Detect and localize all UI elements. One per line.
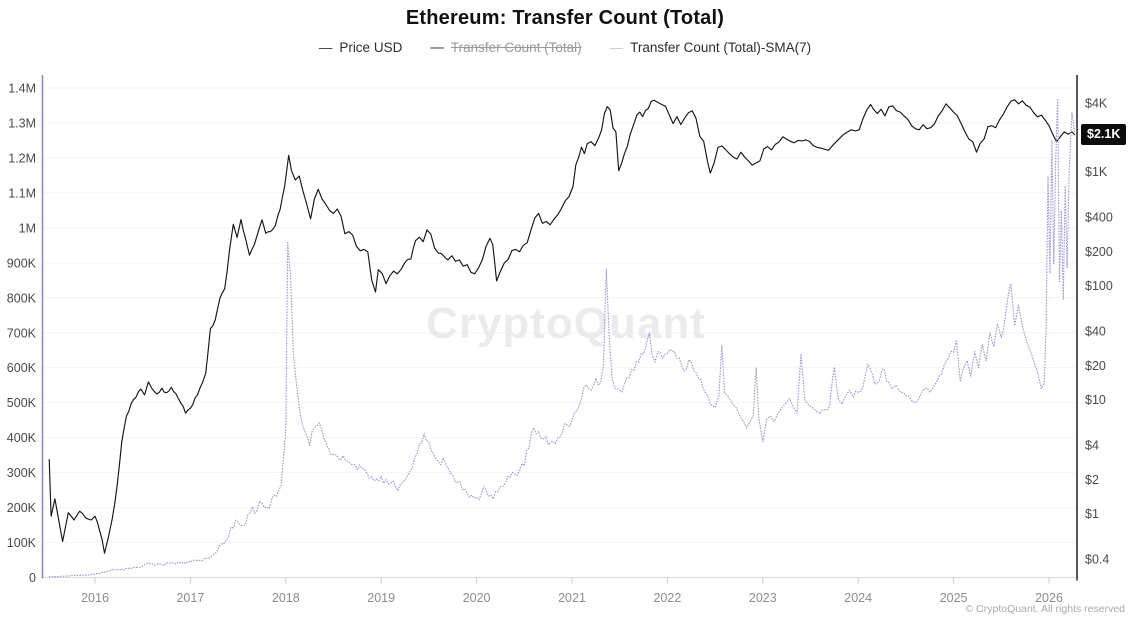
x-axis-year-label: 2016 [81, 591, 109, 605]
x-axis-year-label: 2024 [844, 591, 872, 605]
right-axis-tick-label: $0.4 [1085, 553, 1109, 567]
legend-marker-transfer-count-sma-icon: — [609, 40, 624, 55]
x-axis-year-label: 2019 [367, 591, 395, 605]
series-group [48, 97, 1076, 578]
left-axis-tick-label: 200K [7, 501, 37, 515]
legend-marker-price-usd-icon: — [318, 40, 333, 55]
legend-label: Transfer Count (Total) [450, 40, 582, 55]
left-axis-tick-label: 800K [7, 291, 37, 305]
x-axis-year-label: 2020 [463, 591, 491, 605]
right-axis-tick-label: $4K [1085, 97, 1108, 111]
left-axis-tick-label: 700K [7, 326, 37, 340]
right-axis-tick-label: $100 [1085, 279, 1113, 293]
copyright-notice: © CryptoQuant. All rights reserved [965, 603, 1125, 615]
right-axis-tick-label: $1K [1085, 165, 1108, 179]
left-axis-tick-label: 100K [7, 536, 37, 550]
left-axis-tick-label: 1.3M [8, 116, 36, 130]
series-transfer-count-sma [48, 97, 1076, 578]
legend-marker-transfer-count-icon: — [430, 40, 444, 55]
legend-label: Transfer Count (Total)-SMA(7) [630, 40, 812, 55]
x-axis-year-label: 2018 [272, 591, 300, 605]
x-axis-year-label: 2021 [558, 591, 586, 605]
left-axis-tick-label: 1M [19, 221, 36, 235]
right-axis-tick-label: $20 [1085, 359, 1106, 373]
left-axis-tick-label: 1.4M [8, 82, 36, 96]
left-axis-tick-label: 1.2M [8, 151, 36, 165]
legend-item-transfer-count-sma[interactable]: — Transfer Count (Total)-SMA(7) [610, 40, 812, 56]
legend-item-price-usd[interactable]: — Price USD [319, 40, 403, 56]
left-axis-tick-label: 0 [29, 571, 36, 585]
series-price-usd [48, 99, 1076, 554]
chart-legend: — Price USD — Transfer Count (Total) — T… [0, 40, 1130, 56]
right-axis-tick-label: $40 [1085, 325, 1106, 339]
right-axis-tick-label: $200 [1085, 245, 1113, 259]
right-axis-tick-label: $400 [1085, 211, 1113, 225]
left-axis-tick-label: 600K [7, 361, 37, 375]
x-axis-year-label: 2026 [1035, 591, 1063, 605]
right-axis-tick-label: $1 [1085, 507, 1099, 521]
right-axis-tick-label: $2 [1085, 473, 1099, 487]
x-axis-year-label: 2022 [653, 591, 681, 605]
right-axis-tick-label: $10 [1085, 393, 1106, 407]
legend-item-transfer-count[interactable]: — Transfer Count (Total) [430, 40, 581, 56]
x-axis-year-label: 2025 [940, 591, 968, 605]
left-axis-tick-label: 300K [7, 466, 37, 480]
left-axis-tick-label: 400K [7, 431, 37, 445]
x-axis-year-label: 2023 [749, 591, 777, 605]
right-axis-tick-label: $4 [1085, 439, 1099, 453]
x-axis-year-label: 2017 [176, 591, 204, 605]
legend-label: Price USD [339, 40, 403, 55]
chart-title: Ethereum: Transfer Count (Total) [405, 7, 725, 29]
left-axis-tick-label: 500K [7, 396, 37, 410]
left-axis-tick-label: 1.1M [8, 186, 36, 200]
left-axis-tick-label: 900K [7, 256, 37, 270]
current-price-badge: $2.1K [1081, 124, 1127, 145]
watermark: CryptoQuant [426, 299, 706, 348]
